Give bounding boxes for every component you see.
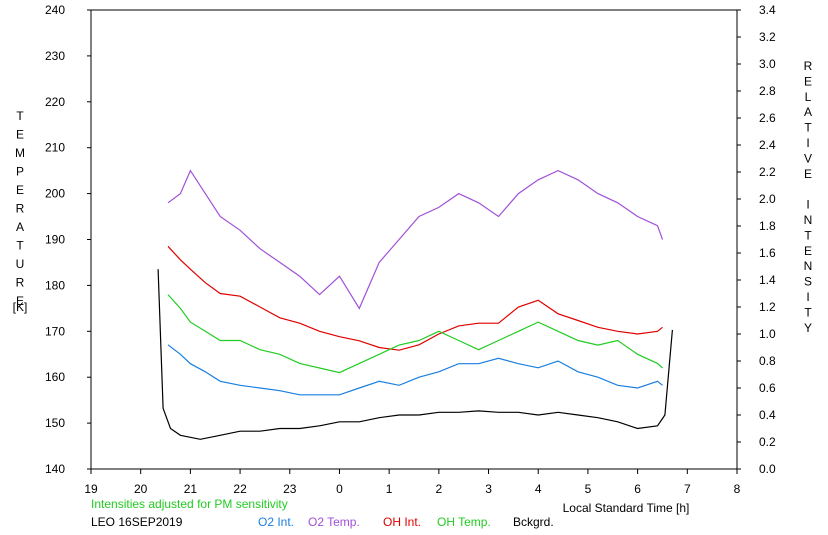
- right-tick-label: 3.0: [759, 57, 776, 71]
- left-axis-unit: [K]: [13, 300, 28, 314]
- left-tick-label: 170: [45, 324, 65, 338]
- right-tick-label: 2.4: [759, 138, 776, 152]
- left-tick-label: 190: [45, 233, 65, 247]
- left-axis-title-letter: E: [16, 183, 24, 197]
- right-axis: 0.0 0.2 0.4 0.6 0.8 1.0 1.2 1.4 1.6 1.8 2.0 2.2 2.4 2…: [737, 3, 776, 476]
- x-axis: 19 20 21 22 23 0 1 2 3 4 5 6 7 8: [84, 469, 741, 496]
- left-tick-label: 180: [45, 278, 65, 292]
- right-tick-label: 1.0: [759, 327, 776, 341]
- series-layer: [157, 169, 673, 440]
- x-tick-label: 7: [684, 482, 691, 496]
- left-axis-title-letter: U: [16, 257, 25, 271]
- right-axis-title-letter: R: [804, 59, 813, 73]
- right-axis-title-letter: A: [804, 105, 812, 119]
- left-tick-label: 240: [45, 3, 65, 17]
- x-tick-label: 8: [734, 482, 741, 496]
- x-tick-label: 3: [485, 482, 492, 496]
- left-axis-title-letter: R: [16, 276, 25, 290]
- right-axis-title-letter: T: [804, 228, 812, 242]
- x-axis-label: Local Standard Time [h]: [563, 501, 690, 515]
- left-tick-label: 210: [45, 141, 65, 155]
- right-axis-title-letter: I: [806, 198, 809, 212]
- legend: O2 Int. O2 Temp. OH Int. OH Temp. Bckgrd.: [258, 515, 554, 529]
- x-tick-label: 2: [436, 482, 443, 496]
- left-axis-title-letter: E: [16, 294, 24, 308]
- right-tick-label: 0.8: [759, 354, 776, 368]
- left-tick-label: 230: [45, 49, 65, 63]
- left-tick-label: 150: [45, 416, 65, 430]
- right-tick-label: 3.4: [759, 3, 776, 17]
- right-axis-title-letter: T: [804, 121, 812, 135]
- legend-item: O2 Int.: [258, 515, 294, 529]
- right-tick-label: 3.2: [759, 30, 776, 44]
- legend-item: O2 Temp.: [308, 515, 360, 529]
- legend-item: Bckgrd.: [513, 515, 554, 529]
- right-axis-title-letter: I: [806, 290, 809, 304]
- right-tick-label: 2.8: [759, 84, 776, 98]
- left-axis-title-letter: M: [15, 146, 25, 160]
- plot-area: [90, 9, 738, 470]
- left-axis-title-letter: P: [16, 165, 24, 179]
- right-tick-label: 2.0: [759, 192, 776, 206]
- x-tick-label: 4: [535, 482, 542, 496]
- x-tick-label: 20: [134, 482, 148, 496]
- right-tick-label: 1.6: [759, 246, 776, 260]
- station-date: LEO 16SEP2019: [91, 515, 183, 529]
- right-axis-title-letter: V: [804, 151, 812, 165]
- right-tick-label: 0.4: [759, 408, 776, 422]
- right-axis-title-letter: I: [806, 136, 809, 150]
- legend-item: OH Int.: [383, 515, 421, 529]
- series-line-o2-int: [167, 344, 663, 396]
- left-axis-title-letter: A: [16, 220, 24, 234]
- right-axis-title-letter: N: [804, 213, 813, 227]
- series-line-oh-int: [167, 245, 663, 351]
- right-axis-title-letter: N: [804, 259, 813, 273]
- right-axis-title-letter: E: [804, 167, 812, 181]
- right-tick-label: 2.6: [759, 111, 776, 125]
- right-axis-title-letter: L: [805, 90, 812, 104]
- x-tick-label: 1: [386, 482, 393, 496]
- right-tick-label: 0.0: [759, 462, 776, 476]
- right-axis-title-letter: S: [804, 275, 812, 289]
- left-axis-title-letter: R: [16, 202, 25, 216]
- left-tick-label: 200: [45, 187, 65, 201]
- right-axis-title-letter: E: [804, 74, 812, 88]
- x-tick-label: 21: [184, 482, 198, 496]
- series-line-oh-temp: [167, 294, 663, 374]
- right-axis-title-letter: T: [804, 305, 812, 319]
- right-tick-label: 0.6: [759, 381, 776, 395]
- x-tick-label: 0: [336, 482, 343, 496]
- left-tick-label: 160: [45, 370, 65, 384]
- left-axis-title-letter: E: [16, 128, 24, 142]
- x-tick-label: 6: [634, 482, 641, 496]
- x-tick-label: 22: [233, 482, 247, 496]
- right-axis-title-letter: Y: [804, 321, 812, 335]
- right-axis-title-letter: E: [804, 244, 812, 258]
- left-axis-title-letter: T: [16, 239, 24, 253]
- right-tick-label: 1.4: [759, 273, 776, 287]
- series-line-o2-temp: [167, 169, 664, 310]
- x-tick-label: 19: [84, 482, 98, 496]
- adjustment-note: Intensities adjusted for PM sensitivity: [91, 497, 288, 511]
- right-tick-label: 1.8: [759, 219, 776, 233]
- x-tick-label: 5: [585, 482, 592, 496]
- right-tick-label: 2.2: [759, 165, 776, 179]
- right-tick-label: 1.2: [759, 300, 776, 314]
- left-tick-label: 140: [45, 462, 65, 476]
- left-axis: 140 150 160 170 180 190 200 210 220 230 240: [45, 3, 91, 476]
- left-axis-title-letter: T: [16, 109, 24, 123]
- x-tick-label: 23: [283, 482, 297, 496]
- series-line-bckgrd: [157, 269, 673, 440]
- legend-item: OH Temp.: [437, 515, 491, 529]
- right-tick-label: 0.2: [759, 435, 776, 449]
- left-tick-label: 220: [45, 95, 65, 109]
